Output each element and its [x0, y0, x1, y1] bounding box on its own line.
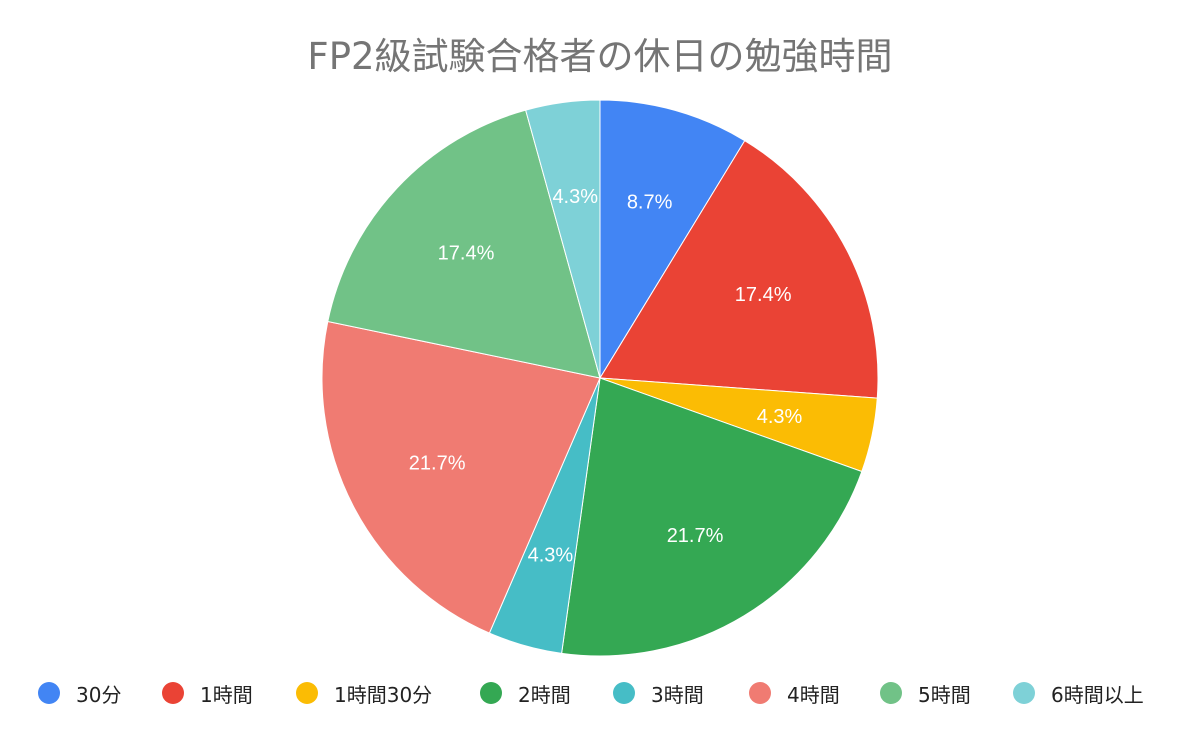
slice-data-label: 4.3%: [552, 186, 598, 208]
pie-slice: [599, 139, 879, 399]
legend-label: 6時間以上: [1051, 682, 1144, 707]
slice-data-label: 4.3%: [757, 406, 803, 428]
legend-label: 2時間: [518, 682, 571, 707]
pie-data-labels: 8.7% 17.4% 4.3% 21.7% 4.3% 21.7% 17.4% 4.3%: [409, 186, 803, 566]
slice-data-label: 17.4%: [735, 284, 792, 306]
legend-item: 5時間: [880, 675, 971, 711]
legend-swatch: [1013, 682, 1035, 704]
legend-label: 5時間: [918, 682, 971, 707]
legend-item: 3時間: [613, 675, 704, 711]
legend-item: 4時間: [749, 675, 840, 711]
slice-data-label: 17.4%: [438, 243, 495, 265]
legend-label: 1時間30分: [334, 682, 433, 707]
chart-legend: 30分 1時間 1時間30分 2時間 3時間 4時間 5時間 6時間以上: [0, 675, 1200, 711]
slice-data-label: 8.7%: [627, 191, 673, 213]
legend-label: 1時間: [200, 682, 253, 707]
pie-slice: [525, 99, 601, 379]
legend-swatch: [749, 682, 771, 704]
legend-item: 1時間30分: [296, 675, 432, 711]
pie-chart: 8.7% 17.4% 4.3% 21.7% 4.3% 21.7% 17.4% 4.3%: [321, 99, 879, 657]
slice-data-label: 4.3%: [528, 545, 574, 567]
legend-swatch: [613, 682, 635, 704]
legend-item: 6時間以上: [1013, 675, 1144, 711]
legend-item: 1時間: [162, 675, 253, 711]
pie-slice: [327, 109, 601, 379]
legend-swatch: [162, 682, 184, 704]
slice-data-label: 21.7%: [667, 525, 724, 547]
pie-slices: [321, 99, 879, 657]
legend-label: 30分: [76, 682, 122, 707]
legend-swatch: [38, 682, 60, 704]
slice-data-label: 21.7%: [409, 452, 466, 474]
legend-label: 3時間: [651, 682, 704, 707]
legend-item: 2時間: [480, 675, 571, 711]
pie-slice: [599, 99, 746, 380]
legend-swatch: [480, 682, 502, 704]
pie-slice: [561, 377, 863, 657]
legend-label: 4時間: [787, 682, 840, 707]
pie-slice: [321, 320, 601, 634]
legend-item: 30分: [38, 675, 121, 711]
legend-swatch: [296, 682, 318, 704]
legend-swatch: [880, 682, 902, 704]
chart-title: FP2級試験合格者の休日の勉強時間: [307, 35, 893, 78]
